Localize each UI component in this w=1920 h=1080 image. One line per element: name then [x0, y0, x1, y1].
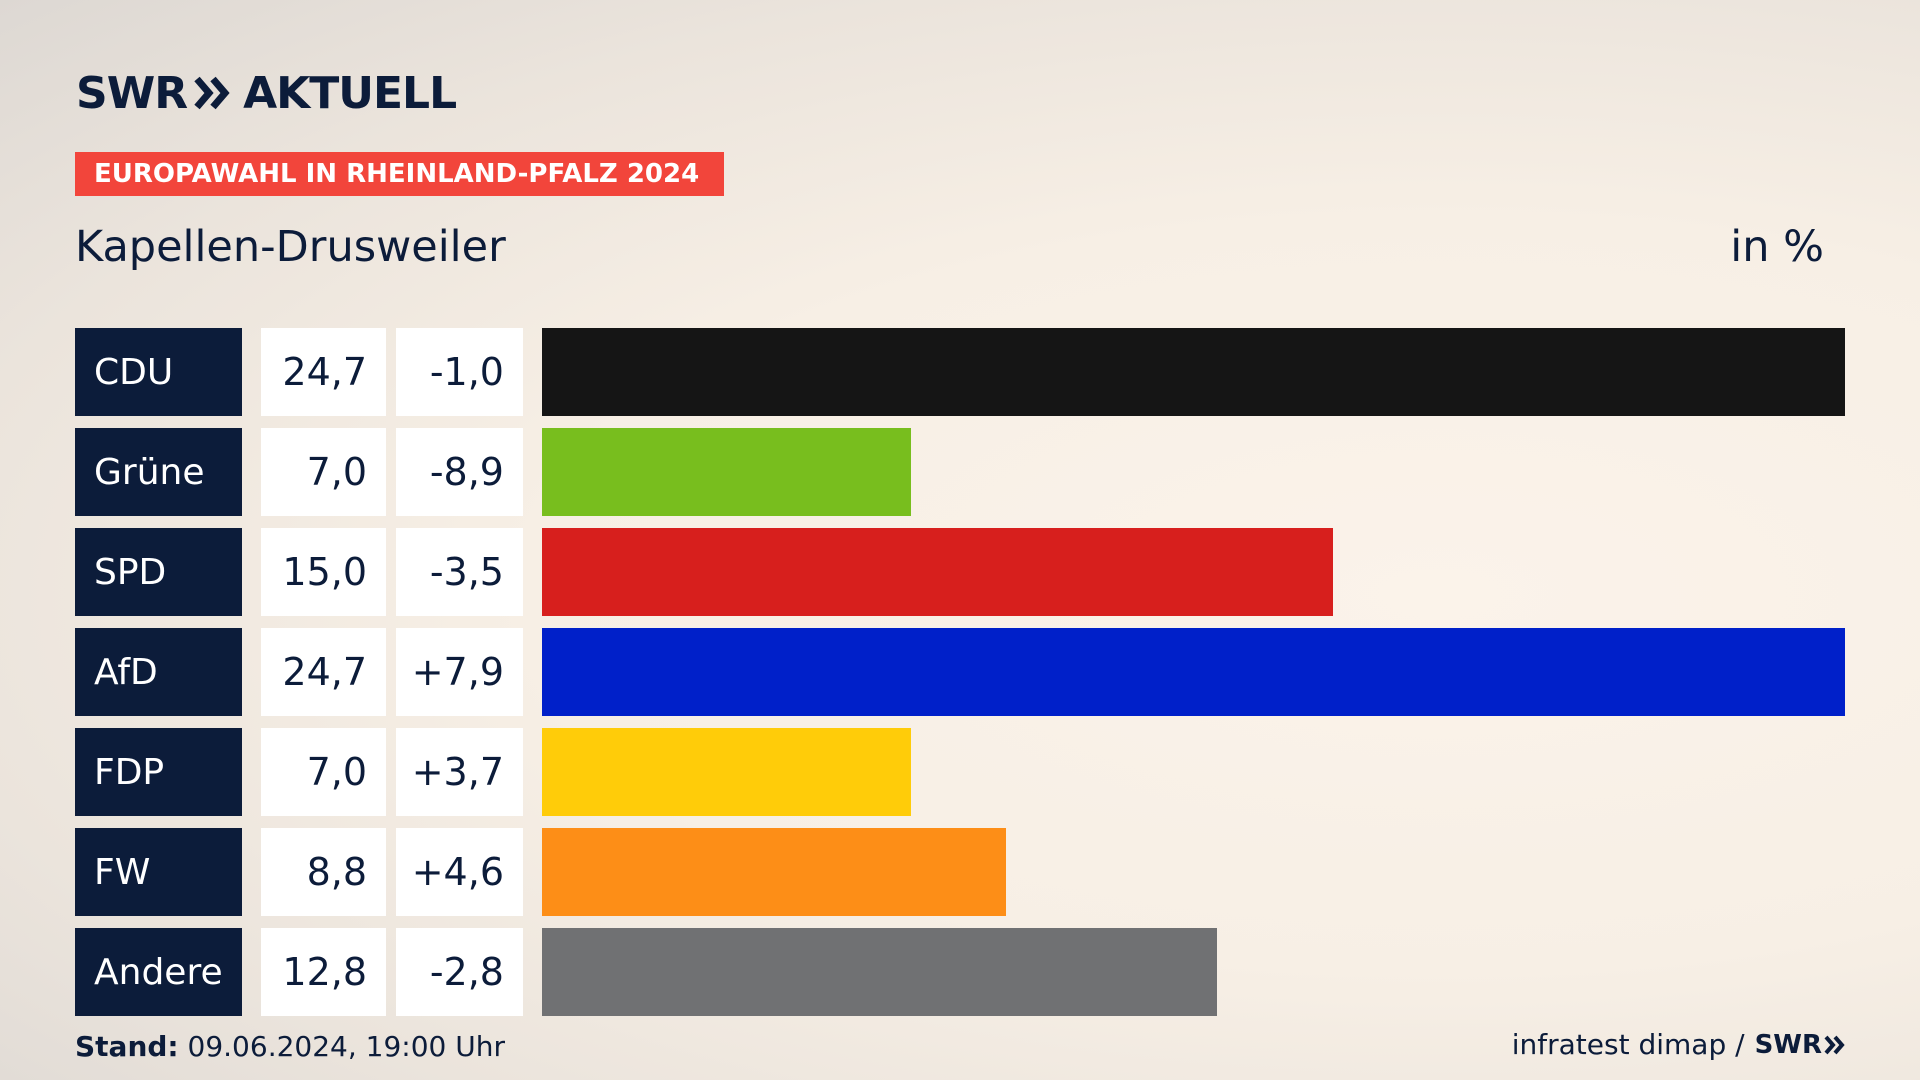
value-label: 24,7	[261, 628, 386, 716]
chart-row: SPD 15,0 -3,5	[75, 528, 1845, 616]
double-chevron-icon	[194, 76, 230, 110]
value-label: 7,0	[261, 428, 386, 516]
swr-aktuell-logo: SWR AKTUELL	[76, 67, 457, 119]
party-label: FDP	[75, 728, 242, 816]
change-label: +3,7	[396, 728, 523, 816]
double-chevron-icon	[1824, 1035, 1845, 1054]
results-chart: CDU 24,7 -1,0 Grüne 7,0 -8,9 SPD 15,0 -3,5 AfD 24,…	[75, 328, 1845, 1028]
result-bar	[542, 928, 1217, 1016]
election-banner: EUROPAWAHL IN RHEINLAND-PFALZ 2024	[75, 152, 724, 196]
party-label: FW	[75, 828, 242, 916]
result-bar	[542, 828, 1006, 916]
change-label: +7,9	[396, 628, 523, 716]
result-bar	[542, 728, 911, 816]
region-title: Kapellen-Drusweiler	[75, 222, 506, 272]
source-text: infratest dimap /	[1511, 1028, 1745, 1061]
unit-label: in %	[1730, 222, 1824, 272]
party-label: AfD	[75, 628, 242, 716]
result-bar	[542, 328, 1845, 416]
result-bar	[542, 428, 911, 516]
chart-row: CDU 24,7 -1,0	[75, 328, 1845, 416]
value-label: 15,0	[261, 528, 386, 616]
stand-label: Stand:	[75, 1030, 179, 1063]
value-label: 7,0	[261, 728, 386, 816]
result-bar	[542, 528, 1333, 616]
chart-row: FDP 7,0 +3,7	[75, 728, 1845, 816]
chart-row: Grüne 7,0 -8,9	[75, 428, 1845, 516]
chart-row: Andere 12,8 -2,8	[75, 928, 1845, 1016]
chart-row: FW 8,8 +4,6	[75, 828, 1845, 916]
value-label: 24,7	[261, 328, 386, 416]
value-label: 8,8	[261, 828, 386, 916]
stand-value: 09.06.2024, 19:00 Uhr	[187, 1030, 505, 1063]
change-label: -1,0	[396, 328, 523, 416]
logo-word: AKTUELL	[243, 67, 457, 119]
source-credit: infratest dimap / SWR	[1512, 1028, 1846, 1061]
source-logo-text: SWR	[1754, 1029, 1822, 1060]
party-label: Grüne	[75, 428, 242, 516]
party-label: CDU	[75, 328, 242, 416]
party-label: Andere	[75, 928, 242, 1016]
source-logo: SWR	[1755, 1030, 1846, 1060]
change-label: -8,9	[396, 428, 523, 516]
logo-brand: SWR	[76, 67, 188, 119]
party-label: SPD	[75, 528, 242, 616]
result-bar	[542, 628, 1845, 716]
change-label: +4,6	[396, 828, 523, 916]
change-label: -2,8	[396, 928, 523, 1016]
chart-row: AfD 24,7 +7,9	[75, 628, 1845, 716]
value-label: 12,8	[261, 928, 386, 1016]
change-label: -3,5	[396, 528, 523, 616]
timestamp: Stand: 09.06.2024, 19:00 Uhr	[75, 1030, 505, 1063]
